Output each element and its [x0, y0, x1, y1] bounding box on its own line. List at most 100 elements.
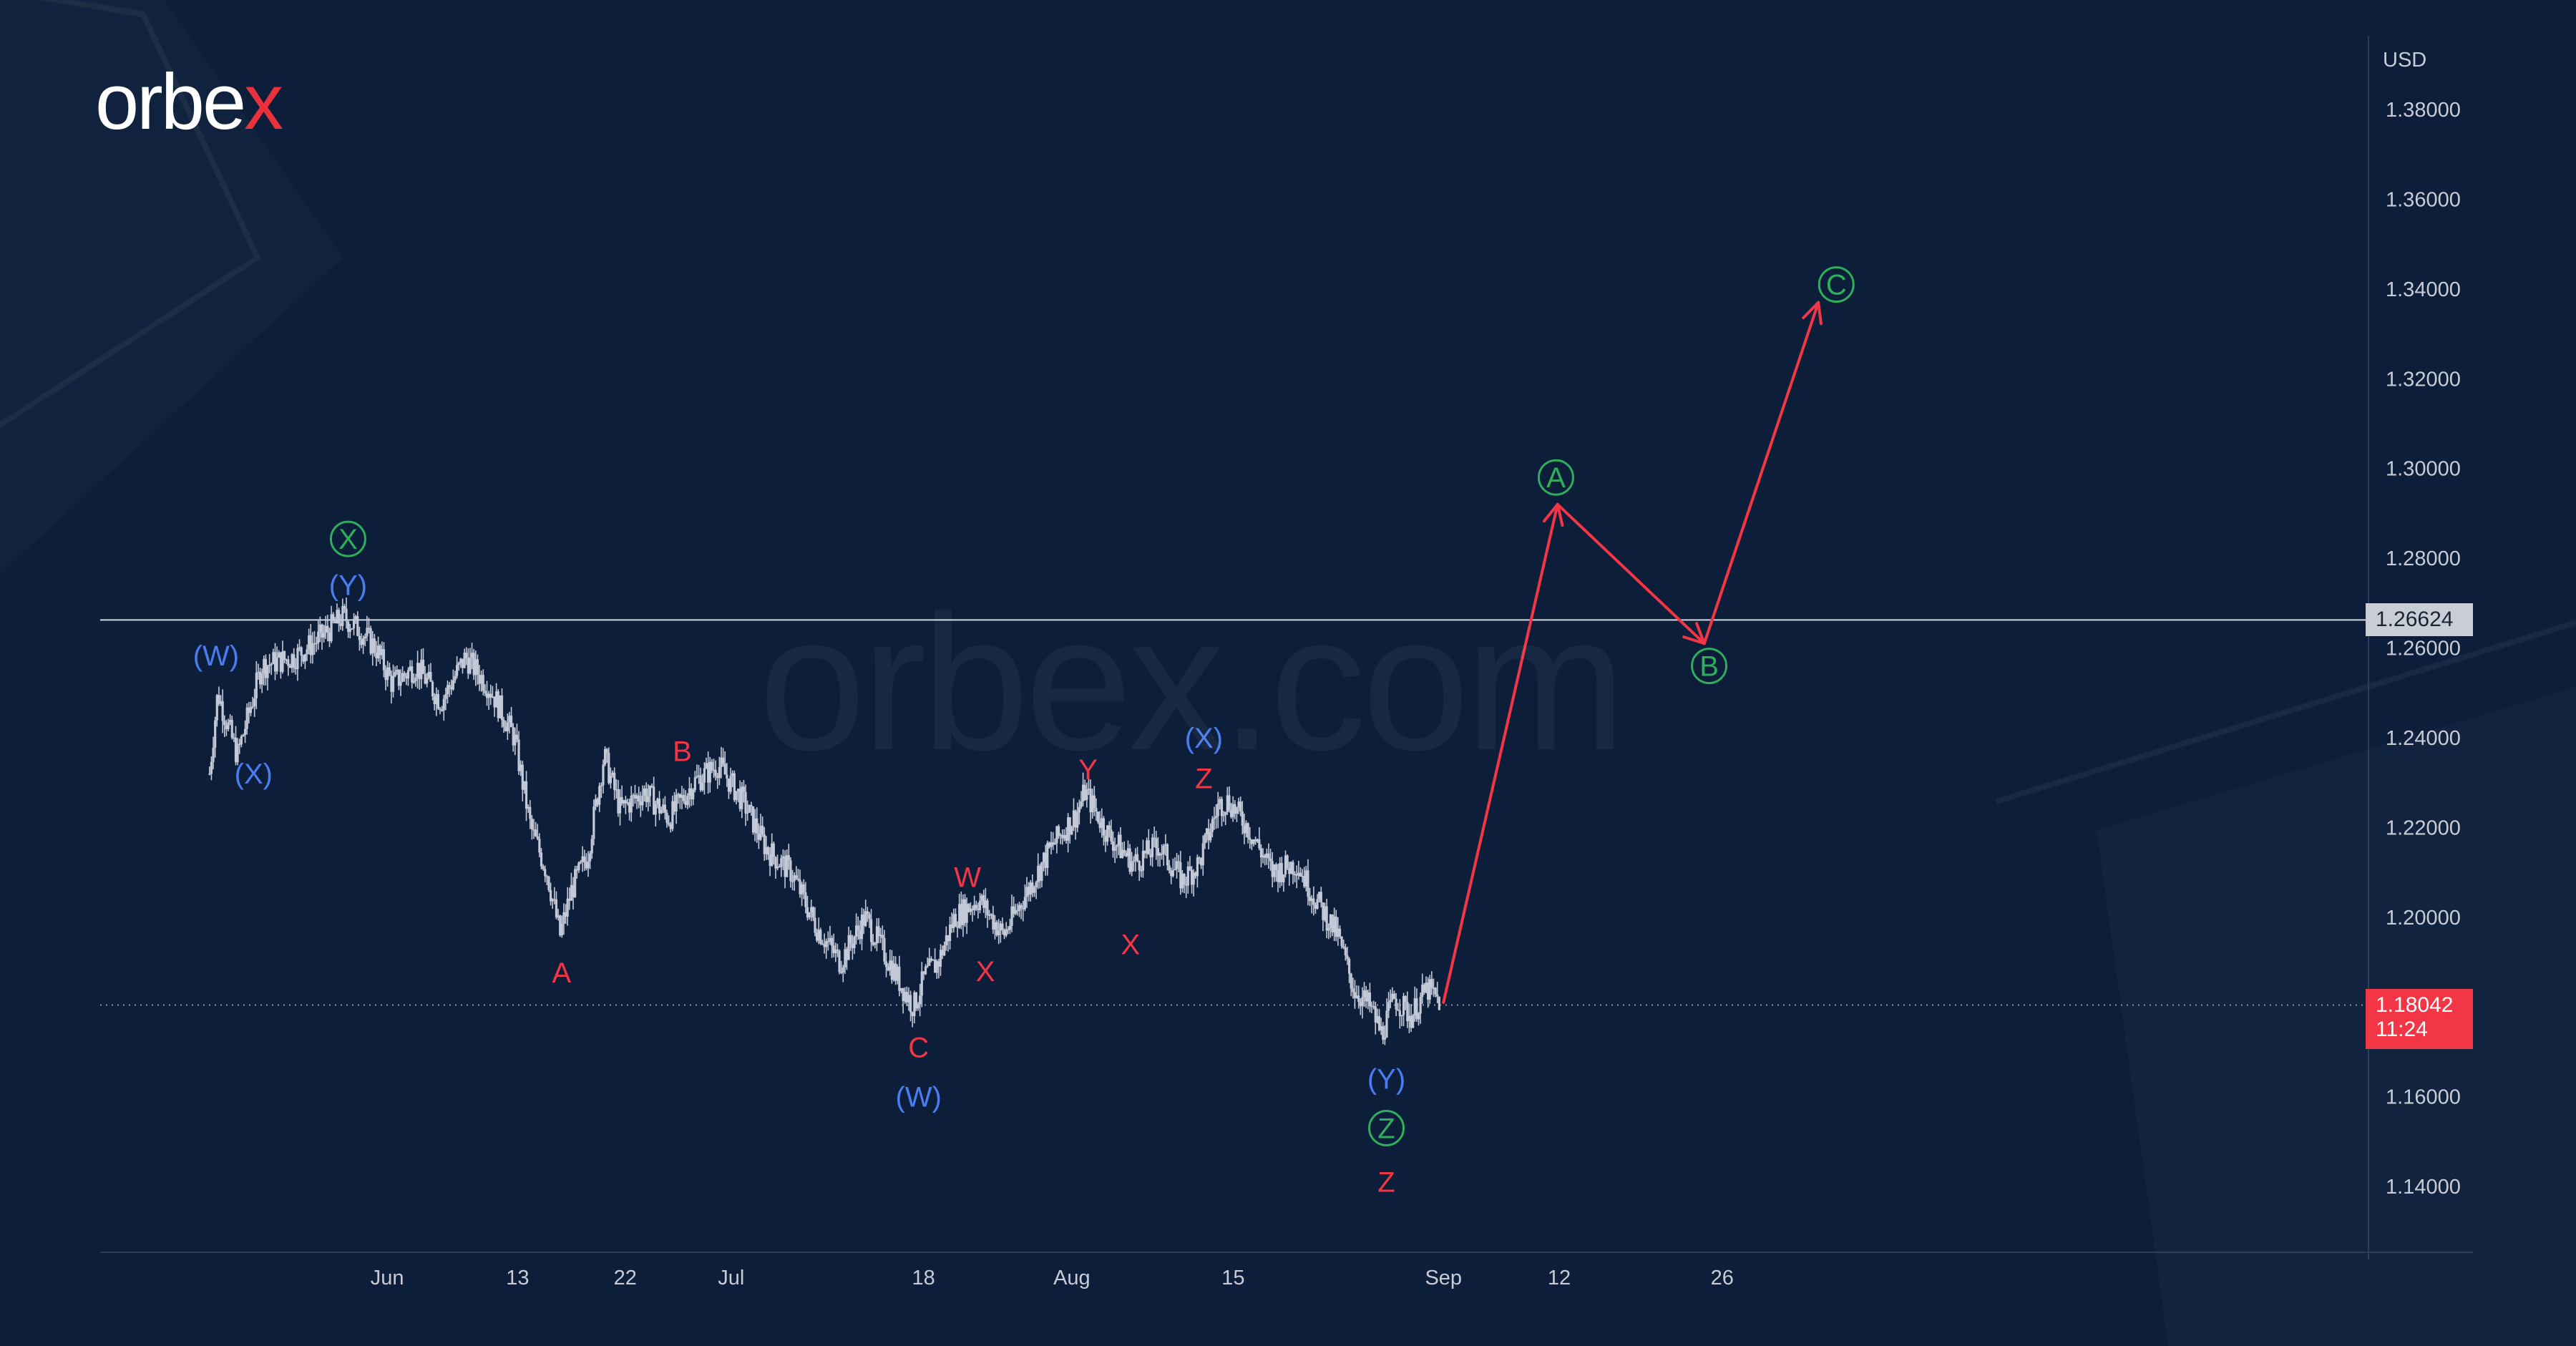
candle-body [568, 898, 571, 901]
candle-body [1174, 869, 1176, 871]
candle-body [1205, 828, 1209, 835]
candle-body [988, 915, 991, 916]
candle-body [1061, 834, 1064, 839]
candle-body [802, 884, 805, 893]
candle-body [336, 610, 338, 623]
candle-body [791, 881, 794, 882]
candle-body [542, 866, 545, 869]
candle-body [978, 900, 982, 910]
candle-body [665, 812, 668, 824]
candle-body [470, 653, 474, 658]
candle-body [1415, 998, 1418, 1020]
candle-body [341, 605, 344, 626]
candle-body [509, 716, 513, 728]
candle-body [934, 960, 937, 973]
candle-body [703, 768, 706, 783]
candle-body [967, 904, 970, 912]
candle-body [759, 825, 762, 840]
candle-body [1256, 839, 1259, 842]
candle-body [547, 877, 550, 890]
candle-body [1185, 884, 1188, 886]
candle-body [937, 961, 940, 967]
candle-body [452, 680, 454, 690]
candle-body [384, 670, 387, 681]
candle-body [986, 900, 989, 916]
candle-body [1138, 861, 1141, 871]
candle-body [952, 914, 955, 929]
wave-label-circle [1691, 648, 1728, 685]
candle-body [771, 843, 774, 866]
forecast-segment [1556, 502, 1706, 645]
candle-body [1412, 1015, 1415, 1028]
candle-body [963, 899, 967, 923]
candle-body [1226, 795, 1229, 812]
wave-label: W [954, 862, 981, 893]
candle-body [506, 722, 509, 731]
candle-body [1098, 821, 1101, 829]
candle-body [971, 908, 974, 910]
candle-body [742, 786, 746, 792]
wave-label: Z [1377, 1167, 1395, 1199]
candle-body [1258, 839, 1261, 849]
candle-body [1243, 825, 1246, 834]
candle-body [656, 799, 659, 805]
candle-body [1170, 870, 1173, 877]
candle-body [690, 788, 693, 799]
candle-body [823, 944, 826, 947]
candle-body [1282, 874, 1285, 882]
candle-body [227, 722, 230, 730]
candle-body [707, 763, 710, 783]
candle-body [242, 734, 245, 736]
candle-body [1294, 874, 1297, 875]
wave-label: C [1826, 270, 1847, 301]
candle-body [238, 743, 241, 745]
candle-body [487, 693, 490, 698]
candle-body [751, 806, 755, 833]
candle-body [444, 694, 447, 699]
candle-body [680, 794, 683, 799]
x-axis[interactable]: Jun 13 22 Jul 18 Aug 15 Sep 12 26 [371, 1267, 1734, 1289]
candle-body [1002, 930, 1006, 936]
candle-body [1149, 854, 1152, 857]
candle-body [270, 664, 273, 665]
candle-body [723, 764, 726, 775]
y-tick-label: 1.28000 [2386, 547, 2461, 570]
candle-body [1438, 996, 1440, 1010]
candle-body [1410, 1015, 1413, 1028]
candle-body [431, 681, 434, 697]
level-price-tag: 1.26624 [2366, 603, 2473, 636]
candle-body [662, 804, 665, 811]
candle-body [868, 914, 871, 920]
candle-body [530, 819, 534, 830]
candle-body [1254, 839, 1257, 842]
candle-body [1052, 842, 1055, 845]
candle-body [589, 853, 592, 862]
candle-body [993, 922, 997, 930]
candle-body [1037, 865, 1040, 882]
candle-body [875, 926, 879, 944]
candle-body [439, 708, 441, 711]
x-tick-label: 26 [1711, 1267, 1734, 1289]
candle-body [1134, 854, 1137, 861]
candle-body [454, 676, 457, 681]
candle-body [726, 774, 728, 779]
candle-body [253, 698, 256, 706]
candle-body [429, 671, 432, 682]
candle-body [761, 825, 764, 834]
x-tick-label: 13 [506, 1267, 529, 1289]
candle-body [497, 691, 499, 718]
candle-body [311, 643, 314, 655]
wave-label: Z [1195, 763, 1212, 794]
candle-body [624, 800, 627, 804]
candle-body [229, 719, 232, 723]
candle-body [958, 904, 961, 928]
candle-body [811, 907, 814, 918]
candle-body [1213, 817, 1216, 819]
candle-body [1220, 799, 1224, 816]
candle-body [367, 628, 371, 629]
candle-body [218, 695, 220, 704]
candle-body [560, 923, 563, 936]
y-tick-label: 1.14000 [2386, 1176, 2461, 1199]
